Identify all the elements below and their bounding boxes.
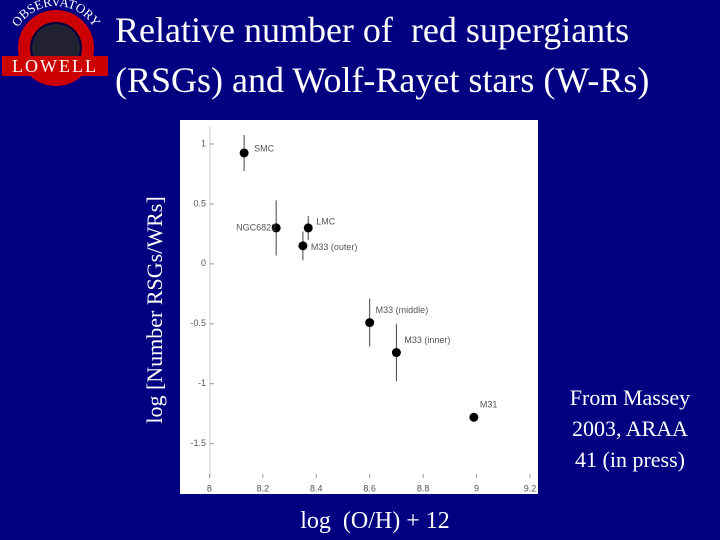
note-line: 2003, ARAA: [572, 416, 688, 441]
point: [469, 412, 479, 422]
title-line: Relative number of red supergiants: [115, 10, 629, 50]
point-label: SMC: [254, 143, 274, 153]
point: [303, 223, 313, 233]
y-tick-label: -1: [198, 378, 206, 388]
y-axis-label: log [Number RSGs/WRs]: [142, 196, 167, 423]
y-tick-label: -1.5: [190, 438, 206, 448]
title-line: (RSGs) and Wolf-Rayet stars (W-Rs): [115, 60, 649, 100]
logo-name: LOWELL: [12, 56, 98, 76]
point: [271, 223, 281, 233]
x-tick-label: 8.6: [363, 483, 376, 493]
point: [239, 148, 249, 158]
x-tick-label: 8.2: [257, 483, 270, 493]
point-label: M31: [480, 400, 498, 410]
x-tick-label: 8.8: [417, 483, 430, 493]
point: [365, 318, 375, 328]
point: [391, 348, 401, 358]
logo-band: [2, 56, 108, 76]
point-label: NGC6822: [236, 222, 276, 232]
x-tick-label: 9: [474, 483, 479, 493]
point-label: LMC: [316, 216, 336, 226]
y-tick-label: 0.5: [193, 198, 206, 208]
x-tick-label: 9.2: [524, 483, 537, 493]
point-label: M33 (outer): [311, 242, 358, 252]
point: [298, 241, 308, 251]
note-line: From Massey: [570, 385, 690, 410]
y-tick-label: 1: [201, 138, 206, 148]
note-line: 41 (in press): [575, 447, 685, 472]
logo: OBSERVATORY LOWELL: [2, 0, 108, 86]
point-label: M33 (middle): [376, 305, 429, 315]
x-tick-label: 8: [207, 483, 212, 493]
plot-area: [180, 120, 538, 494]
y-tick-label: 0: [201, 258, 206, 268]
x-axis-label: log (O/H) + 12: [300, 508, 450, 534]
x-tick-label: 8.4: [310, 483, 323, 493]
point-label: M33 (inner): [404, 335, 450, 345]
y-tick-label: -0.5: [190, 318, 206, 328]
